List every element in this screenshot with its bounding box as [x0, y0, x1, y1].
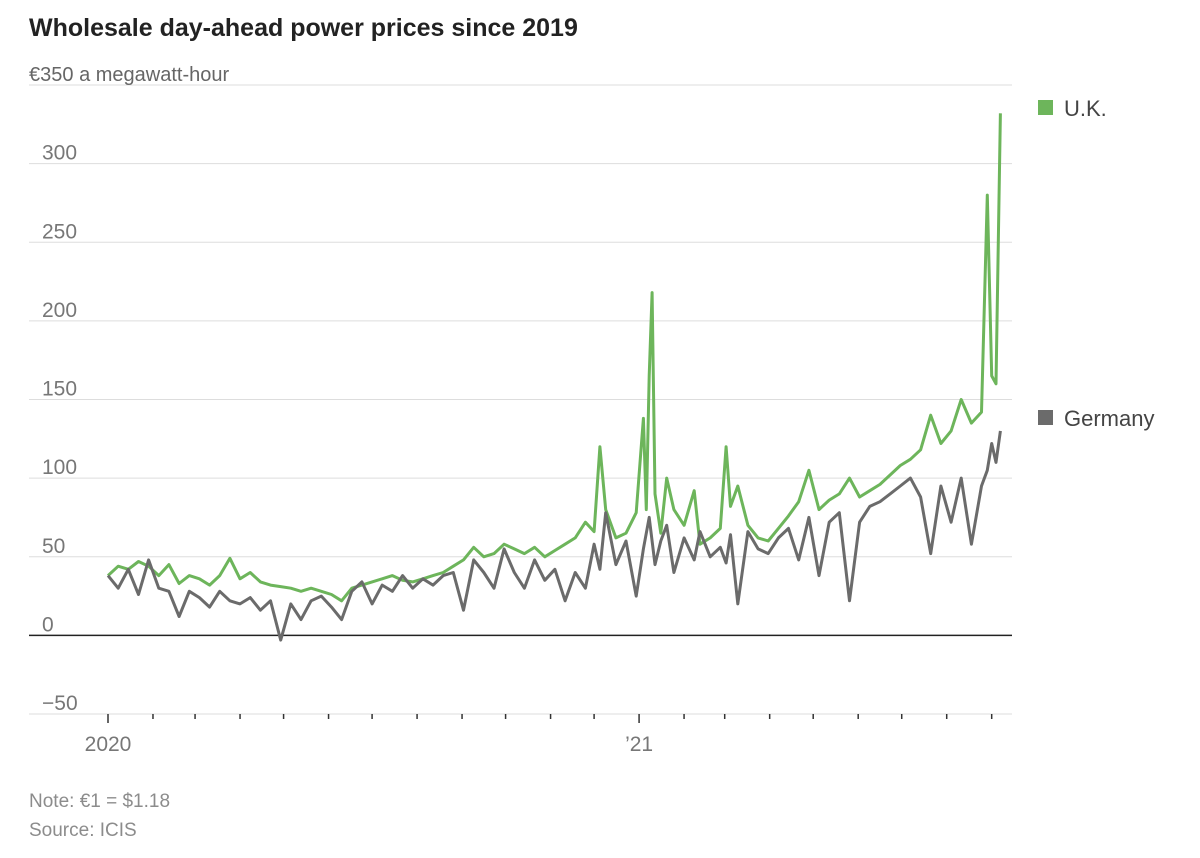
x-tick-label: 2020	[85, 733, 132, 756]
y-axis-labels: −50 0 50 100 150 200 250 300 €350 a megawatt-hou…	[29, 64, 229, 715]
series-line-u-k	[106, 113, 1002, 603]
grid-lines	[29, 84, 1012, 715]
legend-swatch	[1038, 100, 1053, 115]
y-tick-label: 200	[42, 299, 77, 322]
y-tick-label: 250	[42, 220, 77, 243]
y-tick-label: 0	[42, 613, 54, 636]
x-axis: 2020 ’21	[85, 714, 993, 756]
y-tick-label: 100	[42, 456, 77, 479]
x-tick-label: ’21	[625, 733, 653, 756]
y-tick-label: 300	[42, 142, 77, 165]
y-unit-label: a megawatt-hour	[79, 64, 229, 86]
source-note: Source: ICIS	[29, 820, 137, 841]
footnote: Note: €1 = $1.18	[29, 791, 171, 812]
legend-label: U.K.	[1064, 96, 1107, 121]
chart-title: Wholesale day-ahead power prices since 2…	[29, 14, 578, 42]
y-tick-label: €350 a megawatt-hour	[29, 64, 229, 86]
y-tick-label: 150	[42, 378, 77, 401]
legend: U.K. Germany	[1038, 96, 1154, 431]
legend-label: Germany	[1064, 406, 1154, 431]
y-tick-label: 50	[42, 535, 65, 558]
legend-swatch	[1038, 410, 1053, 425]
series-line-germany	[106, 430, 1002, 642]
series-lines	[106, 113, 1002, 642]
y-tick-label: −50	[42, 692, 78, 715]
